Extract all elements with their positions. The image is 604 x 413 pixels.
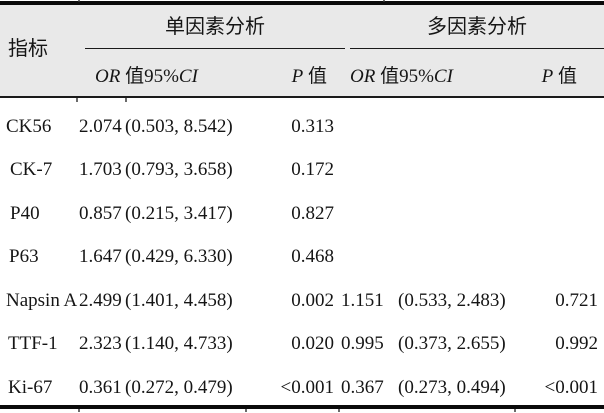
table-bottom-rule: [0, 405, 604, 409]
column-header-indicator: 指标: [8, 38, 48, 60]
ci-label-prefix: 95%: [399, 66, 434, 87]
column-boundary-tick: [514, 409, 516, 412]
p-value-multivariate: 0.992: [555, 333, 598, 355]
table-top-rule: [0, 1, 604, 5]
ci-value-univariate: (0.272, 0.479): [125, 376, 233, 398]
subheader-or-ci-univariate: OR 值95%CI: [95, 62, 198, 92]
table-row: CK-7 1.703 (0.793, 3.658) 0.172: [0, 149, 604, 193]
or-label-italic: OR: [95, 66, 121, 87]
or-value-univariate: 2.074: [79, 115, 122, 137]
group-header-multivariate: 多因素分析: [427, 16, 527, 38]
subheader-p-multivariate: P 值: [514, 62, 604, 92]
ci-value-univariate: (1.401, 4.458): [125, 289, 233, 311]
multivariate-spanner-rule: [350, 48, 604, 50]
ci-label-prefix: 95%: [144, 66, 179, 87]
subheader-p-univariate: P 值: [245, 62, 338, 92]
p-value-univariate: 0.468: [291, 246, 334, 268]
table-row: P40 0.857 (0.215, 3.417) 0.827: [0, 192, 604, 236]
p-label-cjk: 值: [303, 66, 327, 87]
column-boundary-tick: [78, 409, 80, 412]
or-value-univariate: 1.703: [79, 159, 122, 181]
or-value-multivariate: 1.151: [341, 289, 384, 311]
column-boundary-tick: [76, 98, 78, 102]
table-row: P63 1.647 (0.429, 6.330) 0.468: [0, 236, 604, 280]
table-body: CK56 2.074 (0.503, 8.542) 0.313 CK-7 1.7…: [0, 97, 604, 410]
row-label: TTF-1: [8, 333, 58, 355]
ci-label-italic: CI: [433, 66, 453, 87]
table-row: Ki-67 0.361 (0.272, 0.479) <0.001 0.367 …: [0, 366, 604, 410]
or-value-univariate: 0.361: [79, 376, 122, 398]
p-value-univariate: 0.313: [291, 115, 334, 137]
table-row: CK56 2.074 (0.503, 8.542) 0.313: [0, 105, 604, 149]
or-value-univariate: 2.323: [79, 333, 122, 355]
or-value-univariate: 0.857: [79, 202, 122, 224]
ci-value-multivariate: (0.373, 2.655): [398, 333, 506, 355]
ci-value-univariate: (0.793, 3.658): [125, 159, 233, 181]
p-value-univariate: 0.172: [291, 159, 334, 181]
column-boundary-tick: [383, 0, 385, 2]
or-label-cjk: 值: [120, 66, 145, 87]
p-label-italic: P: [541, 66, 554, 87]
table-row: TTF-1 2.323 (1.140, 4.733) 0.020 0.995 (…: [0, 323, 604, 367]
row-label: CK-7: [10, 159, 53, 181]
p-value-multivariate: 0.721: [555, 289, 598, 311]
row-label: P40: [10, 202, 40, 224]
or-value-multivariate: 0.367: [341, 376, 384, 398]
subheader-or-ci-multivariate: OR 值95%CI: [350, 62, 453, 92]
p-value-univariate: 0.002: [291, 289, 334, 311]
ci-value-univariate: (0.503, 8.542): [125, 115, 233, 137]
univariate-spanner-rule: [85, 48, 345, 50]
table-mid-rule: [0, 96, 604, 98]
column-boundary-tick: [78, 0, 80, 2]
row-label: P63: [9, 246, 39, 268]
ci-value-univariate: (1.140, 4.733): [125, 333, 233, 355]
table-header-background: [0, 4, 604, 97]
column-boundary-tick: [245, 409, 247, 412]
or-value-univariate: 1.647: [79, 246, 122, 268]
ci-value-multivariate: (0.533, 2.483): [398, 289, 506, 311]
or-value-univariate: 2.499: [79, 289, 122, 311]
p-value-univariate: 0.827: [291, 202, 334, 224]
p-label-cjk: 值: [553, 66, 577, 87]
group-header-univariate: 单因素分析: [165, 16, 265, 38]
or-label-italic: OR: [350, 66, 376, 87]
or-label-cjk: 值: [375, 66, 400, 87]
row-label: Ki-67: [8, 376, 53, 398]
ci-value-univariate: (0.429, 6.330): [125, 246, 233, 268]
ci-value-multivariate: (0.273, 0.494): [398, 376, 506, 398]
table-row: Napsin A 2.499 (1.401, 4.458) 0.002 1.15…: [0, 279, 604, 323]
p-label-italic: P: [291, 66, 304, 87]
p-value-univariate: 0.020: [291, 333, 334, 355]
row-label: CK56: [6, 115, 52, 137]
column-boundary-tick: [125, 98, 127, 102]
column-boundary-tick: [338, 409, 340, 412]
ci-label-italic: CI: [178, 66, 198, 87]
row-label: Napsin A: [6, 289, 78, 311]
ci-value-univariate: (0.215, 3.417): [125, 202, 233, 224]
or-value-multivariate: 0.995: [341, 333, 384, 355]
p-value-multivariate: <0.001: [544, 376, 598, 398]
p-value-univariate: <0.001: [280, 376, 334, 398]
